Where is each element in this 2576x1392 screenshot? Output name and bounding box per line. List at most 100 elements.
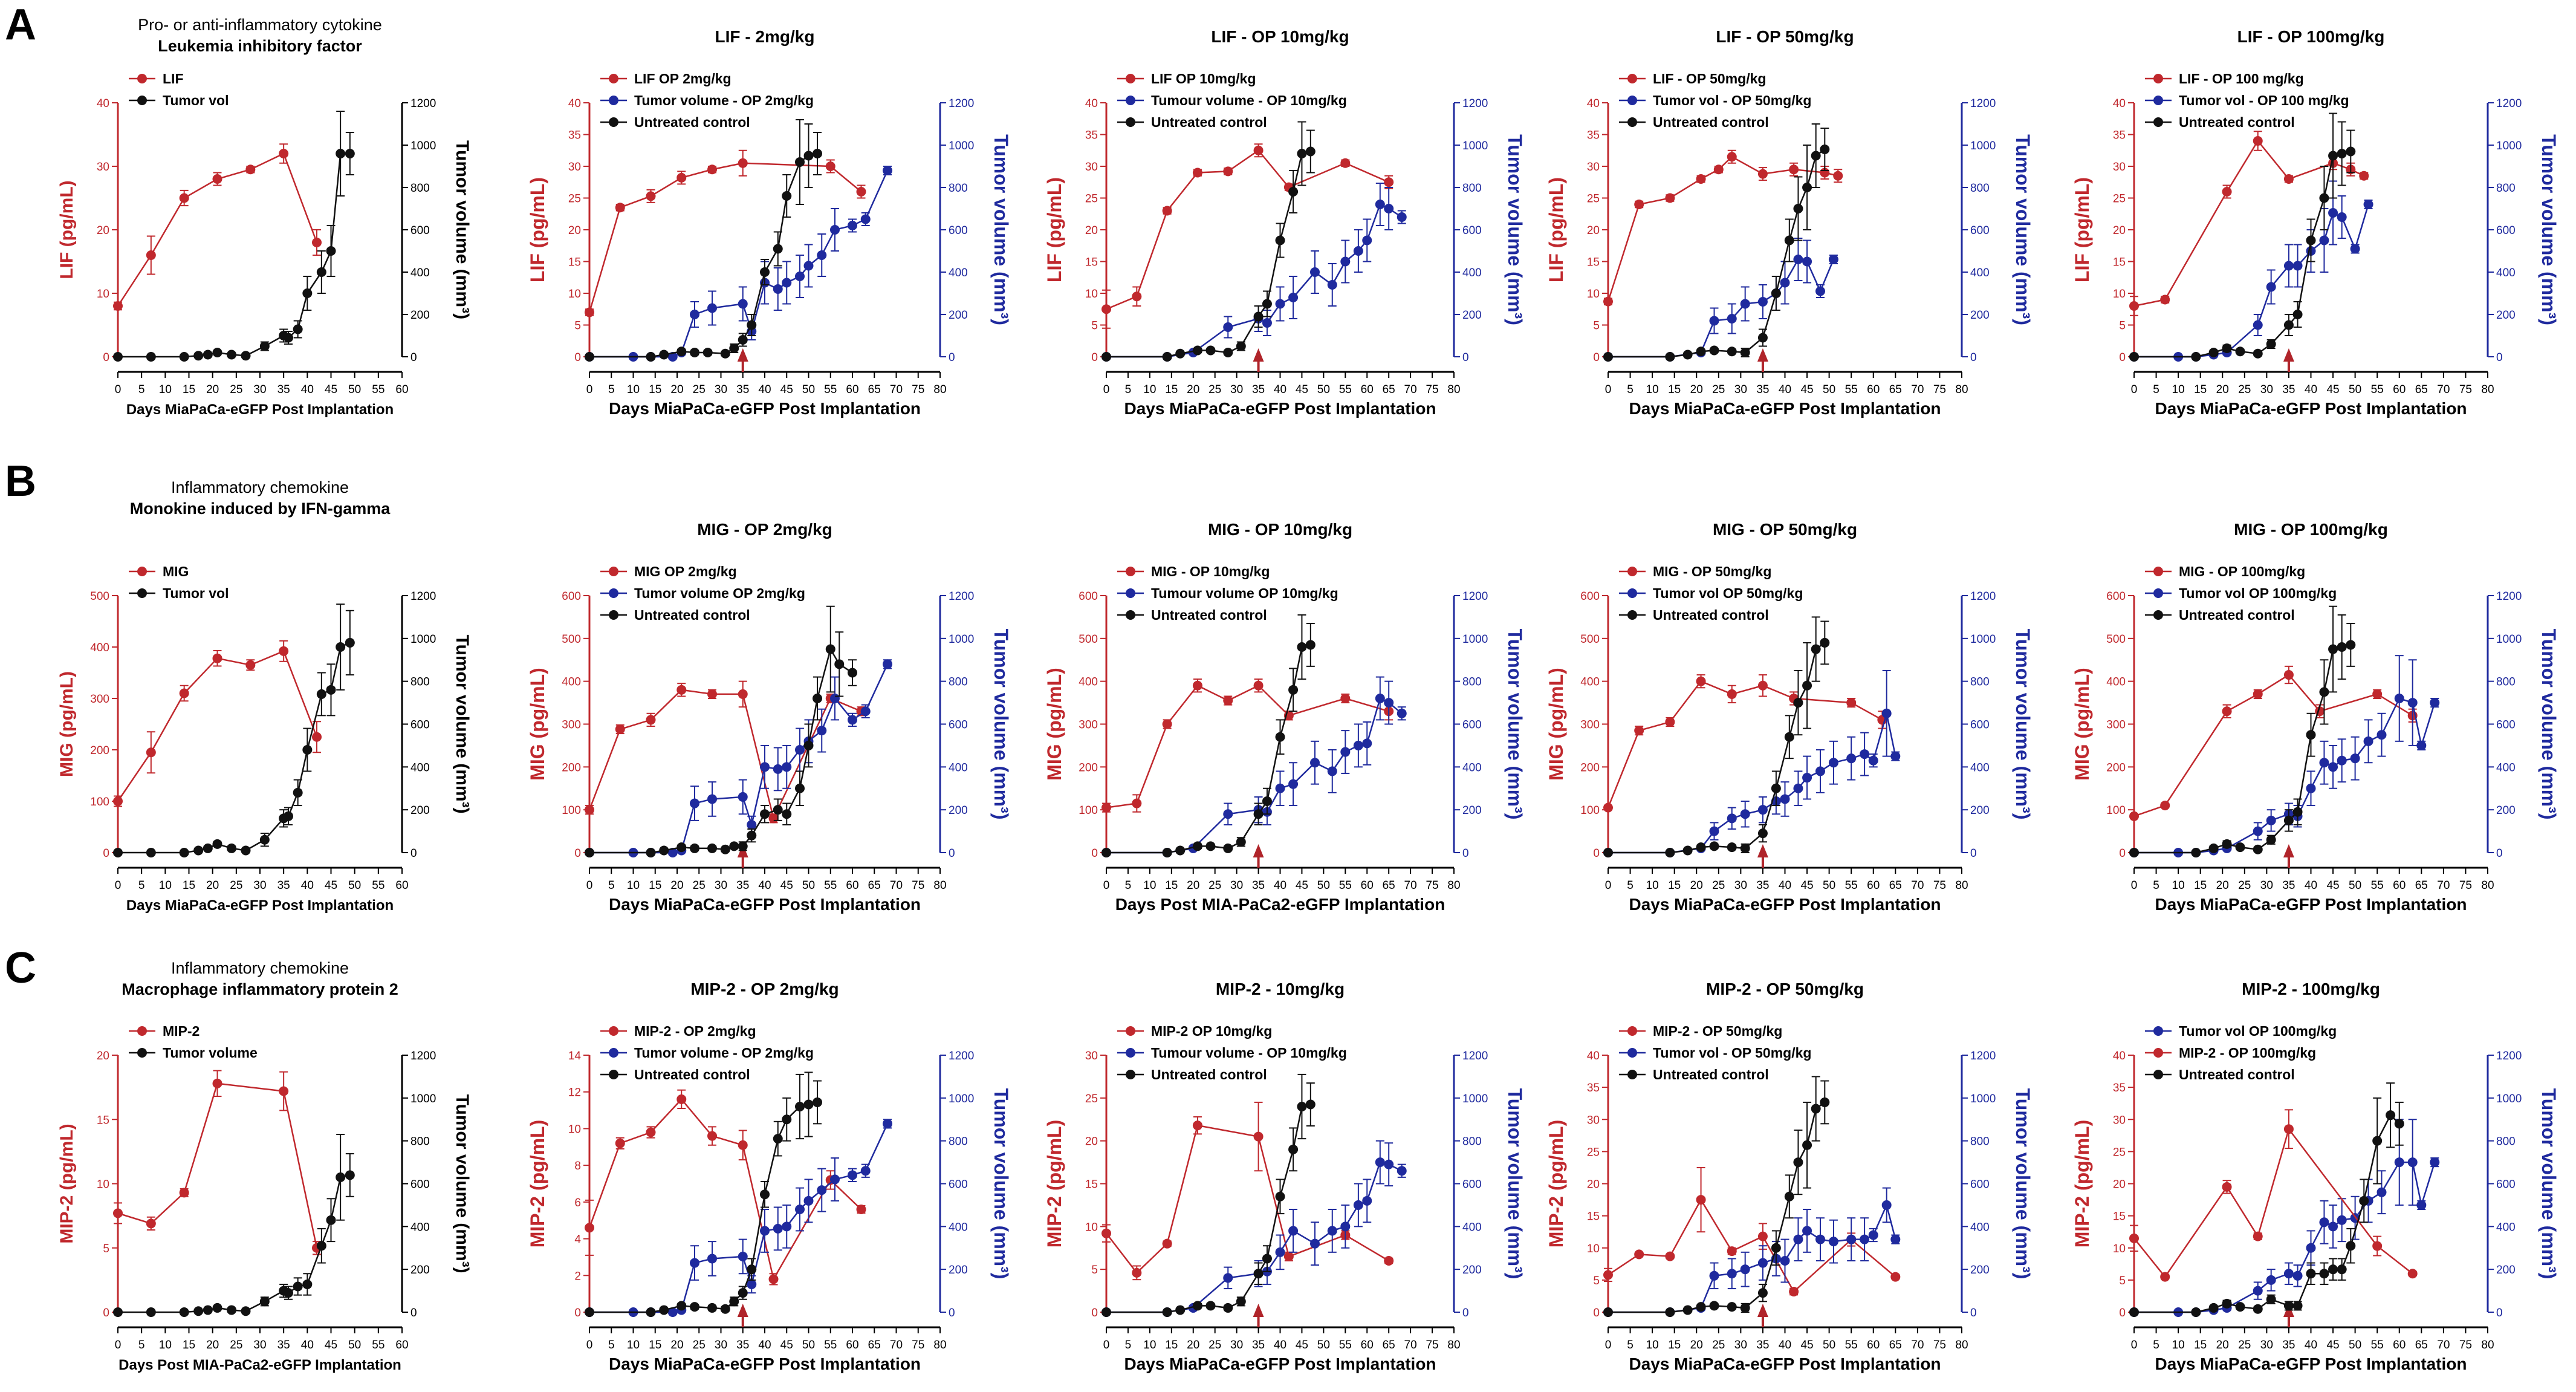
data-point bbox=[2337, 1264, 2347, 1275]
data-point bbox=[259, 1296, 270, 1307]
chart-title: MIP-2 - OP 2mg/kg bbox=[690, 980, 839, 998]
data-point bbox=[1132, 291, 1142, 302]
chart-title: MIG - OP 10mg/kg bbox=[1208, 520, 1352, 539]
data-point bbox=[1340, 694, 1351, 703]
data-point bbox=[848, 668, 857, 678]
data-point bbox=[179, 352, 189, 362]
series-line bbox=[1607, 680, 1883, 808]
data-point bbox=[259, 341, 270, 351]
data-point bbox=[803, 740, 814, 750]
data-point bbox=[1223, 348, 1233, 357]
y-tick-label: 0 bbox=[2119, 351, 2126, 364]
y-tick-label: 30 bbox=[568, 161, 581, 174]
data-point bbox=[690, 348, 699, 357]
x-tick-label: 35 bbox=[1756, 879, 1769, 892]
y2-tick-label: 800 bbox=[949, 1136, 968, 1148]
legend-label: LIF bbox=[163, 71, 184, 86]
chart-title: LIF - OP 10mg/kg bbox=[1211, 27, 1349, 46]
y2-tick-label: 1200 bbox=[949, 1050, 974, 1062]
y-axis-label: MIG (pg/mL) bbox=[1043, 668, 1065, 781]
x-tick-label: 30 bbox=[253, 383, 266, 396]
data-point bbox=[1101, 802, 1111, 813]
data-point bbox=[1757, 1258, 1768, 1268]
data-point bbox=[212, 1303, 222, 1313]
data-point bbox=[1881, 1200, 1892, 1210]
data-point bbox=[1223, 1303, 1233, 1313]
x-axis-label: Days MiaPaCa-eGFP Post Implantation bbox=[609, 399, 921, 418]
y2-tick-label: 200 bbox=[949, 804, 968, 817]
x-tick-label: 0 bbox=[586, 879, 593, 892]
x-tick-label: 80 bbox=[1955, 383, 1968, 396]
data-point bbox=[782, 1221, 792, 1232]
data-point bbox=[848, 715, 857, 725]
data-point bbox=[227, 1305, 236, 1315]
data-point bbox=[2328, 1221, 2338, 1232]
data-point bbox=[2337, 149, 2347, 158]
x-tick-label: 60 bbox=[2393, 1339, 2406, 1351]
x-tick-label: 30 bbox=[715, 1339, 727, 1351]
legend-label: MIP-2 OP 10mg/kg bbox=[1151, 1023, 1272, 1039]
legend-marker bbox=[2153, 74, 2163, 83]
y-tick-label: 12 bbox=[568, 1087, 581, 1099]
data-point bbox=[1828, 1237, 1838, 1247]
treatment-arrow-head bbox=[1757, 1304, 1768, 1317]
data-point bbox=[2266, 834, 2276, 845]
x-tick-label: 5 bbox=[1627, 1339, 1634, 1351]
chart-panel: MIG - OP 10mg/kg 0 5 10 15 20 25 30 35 40 45 50 55 60… bbox=[1043, 520, 1526, 914]
data-point bbox=[760, 762, 770, 772]
y-tick-label: 25 bbox=[1085, 1093, 1098, 1105]
legend-label: LIF - OP 100 mg/kg bbox=[2179, 71, 2304, 86]
x-tick-label: 75 bbox=[2459, 1339, 2472, 1351]
treatment-arrow-head bbox=[1253, 348, 1264, 362]
y2-tick-label: 600 bbox=[2496, 1179, 2516, 1191]
legend-label: Untreated control bbox=[634, 1067, 750, 1082]
data-point bbox=[825, 161, 835, 171]
x-tick-label: 65 bbox=[868, 383, 881, 396]
y-tick-label: 0 bbox=[2119, 1307, 2126, 1319]
y2-axis-label: Tumor volume (mm³) bbox=[990, 629, 1012, 820]
y2-tick-label: 0 bbox=[1970, 351, 1977, 364]
legend-marker bbox=[137, 1048, 147, 1058]
data-point bbox=[1740, 1303, 1750, 1313]
legend-label: Untreated control bbox=[1151, 114, 1267, 130]
x-tick-label: 0 bbox=[586, 383, 593, 396]
data-point bbox=[279, 1086, 289, 1096]
y-tick-label: 20 bbox=[1587, 224, 1600, 237]
x-tick-label: 5 bbox=[608, 879, 615, 892]
data-point bbox=[707, 794, 717, 804]
legend-label: Tumor vol bbox=[163, 93, 229, 108]
x-tick-label: 70 bbox=[2437, 1339, 2450, 1351]
treatment-arrow-head bbox=[1757, 844, 1768, 857]
x-tick-label: 0 bbox=[1605, 1339, 1612, 1351]
x-tick-label: 40 bbox=[758, 879, 771, 892]
x-tick-label: 45 bbox=[325, 879, 337, 892]
chart-panel: MIP-2 - 100mg/kg0 5 10 15 20 25 30 35 40 45 50 55 60… bbox=[2071, 980, 2560, 1373]
y-tick-label: 5 bbox=[574, 320, 581, 333]
y2-tick-label: 200 bbox=[1462, 1264, 1482, 1277]
x-tick-label: 55 bbox=[1339, 879, 1352, 892]
data-point bbox=[2337, 755, 2347, 766]
data-point bbox=[2129, 352, 2139, 362]
y2-tick-label: 1000 bbox=[949, 140, 974, 152]
data-point bbox=[2346, 1241, 2356, 1251]
legend-label: MIP-2 - OP 50mg/kg bbox=[1653, 1023, 1782, 1039]
chart-panel: MIP-2 - OP 50mg/kg0 5 10 15 20 25 30 35 40 45 50 55… bbox=[1545, 980, 2034, 1373]
data-point bbox=[1846, 753, 1857, 764]
y2-tick-label: 800 bbox=[949, 182, 968, 195]
y-axis-label: LIF (pg/mL) bbox=[2071, 177, 2093, 282]
data-point bbox=[738, 841, 748, 851]
y-tick-label: 35 bbox=[2113, 1082, 2126, 1094]
y-tick-label: 0 bbox=[1593, 351, 1600, 364]
y2-tick-label: 1200 bbox=[1462, 590, 1488, 603]
data-point bbox=[860, 706, 871, 717]
x-tick-label: 40 bbox=[758, 383, 771, 396]
chart-title: MIP-2 - OP 50mg/kg bbox=[1706, 980, 1864, 998]
x-axis-label: Days MiaPaCa-eGFP Post Implantation bbox=[2155, 399, 2467, 418]
data-point bbox=[1262, 1254, 1272, 1264]
legend-label: Untreated control bbox=[1653, 607, 1769, 623]
x-tick-label: 60 bbox=[846, 1339, 858, 1351]
data-point bbox=[738, 689, 748, 699]
data-point bbox=[284, 1288, 293, 1298]
data-point bbox=[2328, 151, 2338, 161]
x-tick-label: 80 bbox=[1447, 879, 1460, 892]
